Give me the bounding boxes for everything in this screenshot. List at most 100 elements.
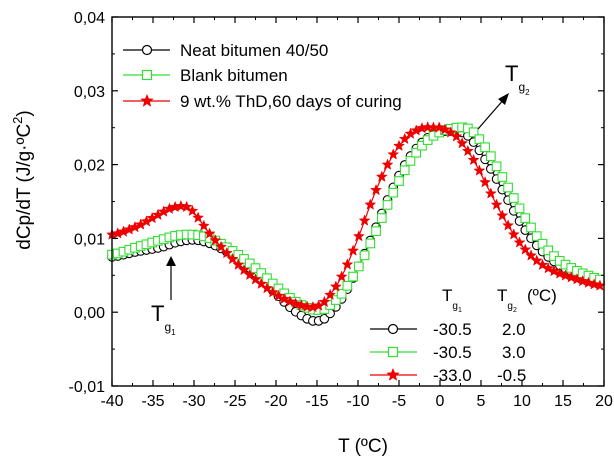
data-point bbox=[444, 126, 457, 138]
data-point bbox=[249, 273, 262, 285]
data-point bbox=[197, 219, 210, 231]
data-point bbox=[479, 176, 492, 188]
data-point bbox=[352, 230, 365, 242]
data-point bbox=[547, 264, 560, 277]
y-axis-label: dCp/dT (J/g·ºC2) bbox=[10, 110, 35, 249]
data-point bbox=[537, 238, 548, 249]
data-point bbox=[461, 144, 474, 157]
table-marker-neat bbox=[387, 323, 399, 335]
data-point bbox=[335, 270, 348, 282]
data-point bbox=[438, 123, 451, 135]
data-point bbox=[520, 213, 531, 223]
data-point bbox=[226, 252, 239, 265]
table-row-neat: -30.5 2.0 bbox=[370, 320, 526, 339]
data-point bbox=[480, 142, 490, 153]
data-point bbox=[203, 227, 216, 239]
data-point bbox=[553, 267, 566, 279]
data-point bbox=[278, 292, 291, 305]
data-point bbox=[417, 140, 427, 151]
x-tick-label: 20 bbox=[595, 393, 613, 410]
tg1-label: Tg1 bbox=[151, 301, 176, 337]
data-point bbox=[250, 263, 261, 273]
legend-marker-neat bbox=[141, 44, 153, 56]
data-point bbox=[186, 204, 199, 217]
data-point bbox=[256, 268, 267, 278]
data-point bbox=[174, 199, 187, 212]
data-point bbox=[381, 158, 394, 170]
data-point bbox=[324, 288, 337, 301]
data-point bbox=[484, 187, 497, 199]
table-row-thd: -33.0 -0.5 bbox=[370, 366, 526, 385]
data-point bbox=[266, 286, 279, 298]
y-tick-label: 0,04 bbox=[74, 10, 105, 27]
x-tick-label: 5 bbox=[477, 393, 486, 410]
data-point bbox=[370, 183, 383, 196]
data-point bbox=[342, 280, 353, 291]
legend-marker-thd bbox=[140, 93, 154, 107]
table-header-tg1: Tg1 bbox=[442, 286, 462, 314]
tg1-annotation: Tg1 bbox=[151, 256, 176, 337]
data-point bbox=[318, 295, 331, 308]
x-tick-label: -40 bbox=[100, 393, 123, 410]
table-tg2-thd: -0.5 bbox=[497, 366, 526, 385]
data-point bbox=[243, 268, 256, 281]
data-point bbox=[331, 295, 341, 305]
data-point bbox=[232, 258, 245, 270]
data-point bbox=[371, 226, 381, 236]
x-tick-label: -10 bbox=[346, 393, 369, 410]
axis-ticks: -40 -35 -30 -25 -20 -15 -10 -5 0 5 10 15 20 -0,01 0,00… bbox=[69, 10, 613, 410]
legend-item-blank: Blank bitumen bbox=[123, 66, 288, 85]
data-point bbox=[376, 213, 387, 223]
data-point bbox=[531, 231, 542, 241]
data-point bbox=[411, 147, 422, 158]
data-point bbox=[502, 219, 515, 231]
y-tick-label: -0,01 bbox=[69, 379, 106, 396]
data-point bbox=[468, 127, 479, 138]
data-point bbox=[238, 263, 251, 276]
legend-label-thd: 9 wt.% ThD,60 days of curing bbox=[180, 92, 402, 111]
data-point bbox=[485, 151, 496, 162]
x-tick-label: -30 bbox=[182, 393, 205, 410]
table-row-blank: -30.5 3.0 bbox=[370, 343, 526, 362]
x-tick-label: -20 bbox=[264, 393, 287, 410]
data-point bbox=[497, 172, 508, 182]
data-point bbox=[283, 295, 296, 307]
data-point bbox=[405, 156, 416, 166]
series-layer bbox=[106, 121, 606, 326]
data-point bbox=[525, 249, 538, 261]
data-point bbox=[255, 277, 268, 290]
y-tick-label: 0,03 bbox=[74, 84, 105, 101]
data-point bbox=[387, 148, 400, 160]
data-point bbox=[526, 222, 536, 233]
data-point bbox=[329, 280, 342, 292]
data-point bbox=[433, 121, 446, 133]
table-marker-thd bbox=[386, 367, 400, 381]
table-tg1-thd: -33.0 bbox=[433, 366, 472, 385]
legend-item-thd: 9 wt.% ThD,60 days of curing bbox=[123, 92, 402, 111]
data-point bbox=[341, 258, 354, 270]
data-point bbox=[289, 297, 302, 309]
data-point bbox=[496, 209, 509, 221]
data-point bbox=[565, 271, 578, 283]
data-point bbox=[220, 246, 233, 259]
data-point bbox=[474, 134, 485, 145]
x-tick-label: -25 bbox=[223, 393, 246, 410]
data-point bbox=[347, 244, 360, 256]
x-tick-label: 15 bbox=[554, 393, 572, 410]
tg2-arrow-head bbox=[498, 93, 509, 105]
tg1-arrow-head bbox=[166, 256, 176, 266]
data-point bbox=[542, 262, 555, 274]
data-point bbox=[394, 176, 404, 186]
data-point bbox=[456, 137, 469, 149]
table-tg1-neat: -30.5 bbox=[433, 320, 472, 339]
data-point bbox=[508, 193, 519, 203]
x-tick-label: -5 bbox=[392, 393, 406, 410]
data-point bbox=[180, 200, 193, 213]
data-point bbox=[490, 198, 503, 210]
y-tick-label: 0,02 bbox=[74, 158, 105, 175]
data-point bbox=[353, 261, 364, 272]
x-axis-label: T (ºC) bbox=[338, 436, 388, 457]
data-point bbox=[519, 243, 532, 255]
table-tg1-blank: -30.5 bbox=[433, 343, 472, 362]
